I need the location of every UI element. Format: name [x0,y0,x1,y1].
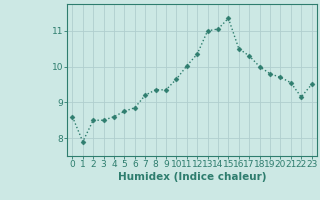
X-axis label: Humidex (Indice chaleur): Humidex (Indice chaleur) [118,172,266,182]
